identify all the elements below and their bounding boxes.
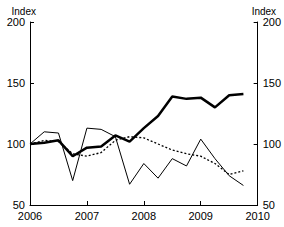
svg-text:2010: 2010 bbox=[245, 210, 269, 222]
svg-text:100: 100 bbox=[7, 138, 25, 150]
svg-text:Index: Index bbox=[12, 6, 36, 17]
svg-text:2009: 2009 bbox=[188, 210, 212, 222]
svg-text:200: 200 bbox=[263, 16, 281, 28]
svg-text:50: 50 bbox=[12, 199, 25, 211]
svg-text:2008: 2008 bbox=[132, 210, 156, 222]
svg-text:100: 100 bbox=[263, 138, 281, 150]
svg-text:Index: Index bbox=[252, 6, 276, 17]
svg-text:150: 150 bbox=[263, 77, 281, 89]
svg-text:50: 50 bbox=[262, 199, 275, 211]
svg-text:150: 150 bbox=[7, 77, 25, 89]
svg-text:2006: 2006 bbox=[18, 210, 42, 222]
svg-text:200: 200 bbox=[7, 16, 25, 28]
svg-text:2007: 2007 bbox=[75, 210, 99, 222]
